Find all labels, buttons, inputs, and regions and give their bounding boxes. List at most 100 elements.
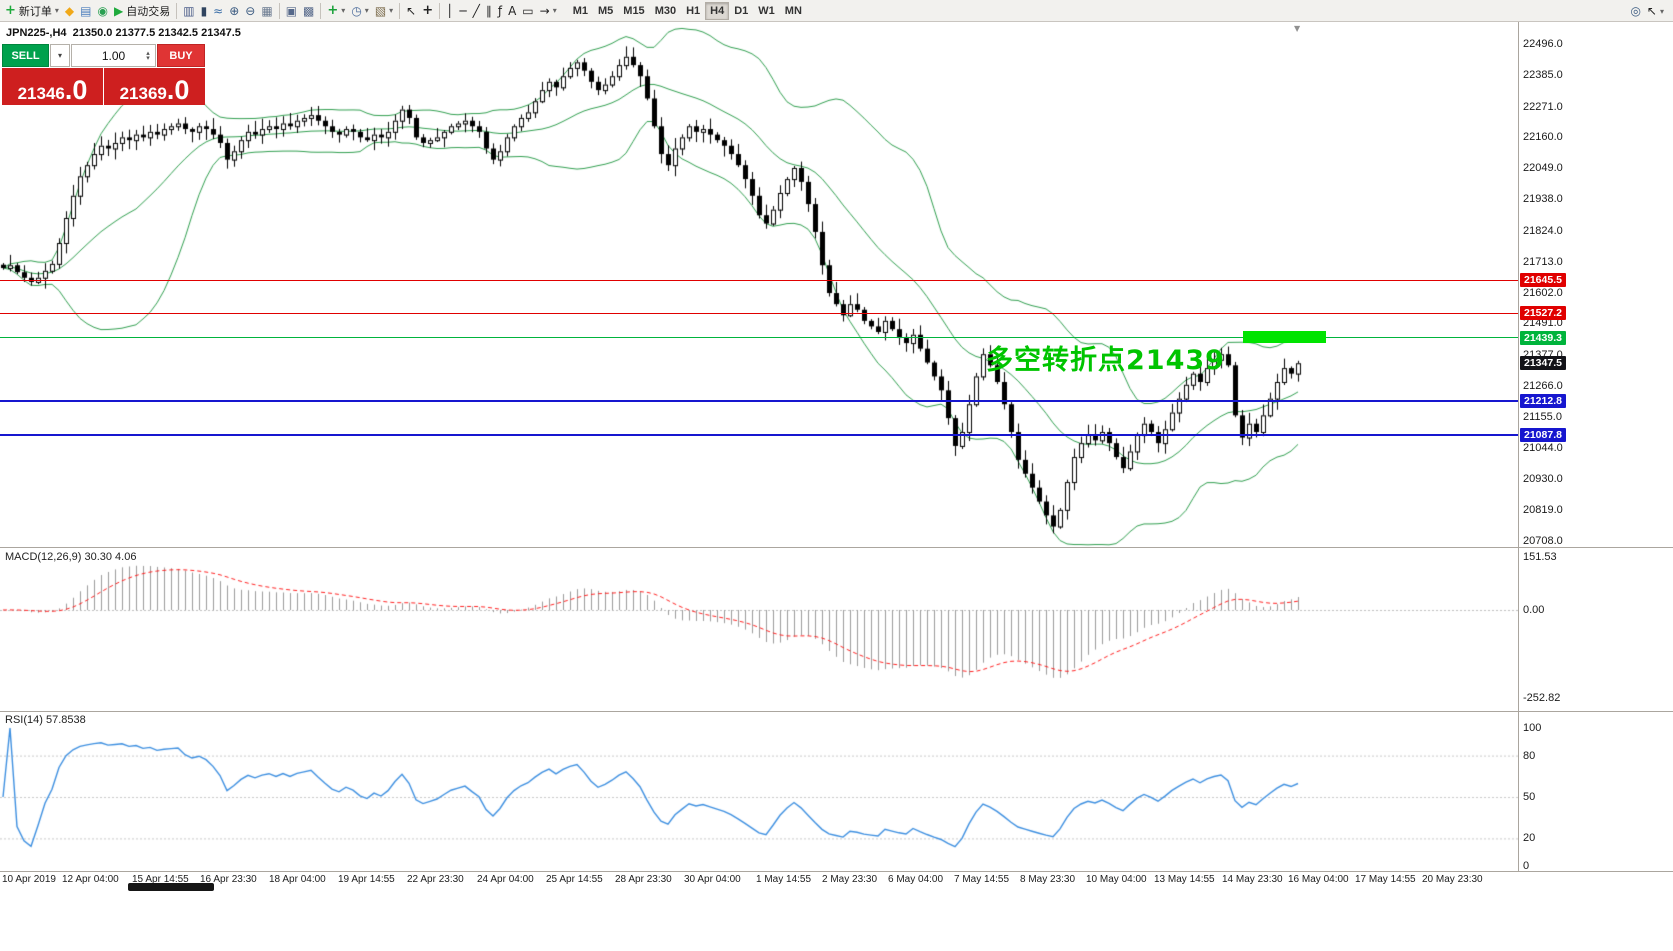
level-price-badge: 21527.2 [1520,306,1566,321]
channel-button[interactable]: ∥ [483,1,495,20]
text-label-button[interactable]: ▭ [519,1,536,20]
horizontal-line-21645.5[interactable] [0,279,1518,281]
cascade-windows-button[interactable]: ▩ [300,1,317,20]
buy-price-button[interactable]: 21369.0 [104,68,205,105]
label-icon: ▭ [522,3,534,18]
timeframe-w1-button[interactable]: W1 [753,2,780,20]
price-axis-label: 22049.0 [1523,162,1563,175]
volume-field[interactable]: 1.00 ▴ ▾ [71,44,156,67]
periods-button[interactable]: ◷ ▾ [348,1,372,20]
price-axis-border [1518,22,1519,871]
mql5-diamond-icon: ◆ [64,3,75,18]
chart-grid-button[interactable]: ▦ [258,1,275,20]
timeframe-m1-button[interactable]: M1 [568,2,593,20]
rsi-axis-label: 20 [1523,832,1536,845]
price-axis-label: 21824.0 [1523,224,1563,237]
line-chart-button[interactable]: ≈ [210,1,226,20]
price-chart-canvas[interactable] [0,22,1518,547]
bar-chart-button[interactable]: ▥ [180,1,197,20]
clock-icon: ◷ [351,3,362,18]
tile-windows-button[interactable]: ▣ [283,1,300,20]
time-axis-label: 6 May 04:00 [888,874,944,885]
horizontal-line-21439.3[interactable] [0,337,1518,339]
time-axis-label: 14 May 23:30 [1222,874,1283,885]
panel-separator[interactable] [0,871,1673,872]
templates-button[interactable]: ▧ ▾ [372,1,396,20]
cursor-button[interactable]: ↖ [403,1,419,20]
highlight-rectangle[interactable] [1243,331,1326,343]
chart-profile-button[interactable]: ▤ [77,1,94,20]
channel-icon: ∥ [485,3,492,18]
symbol-ohlc-readout: JPN225-,H4 21350.0 21377.5 21342.5 21347… [6,27,241,39]
time-axis-label: 8 May 23:30 [1020,874,1076,885]
timeframe-m15-button[interactable]: M15 [618,2,649,20]
crosshair-button[interactable]: + [419,1,436,20]
trade-panel-prices: 21346.0 21369.0 [2,68,205,105]
fibonacci-button[interactable]: ƒ [495,1,505,20]
trade-panel-controls: SELL ▾ 1.00 ▴ ▾ BUY [2,44,205,67]
refresh-button[interactable]: ◉ [95,1,111,20]
panel-separator[interactable] [0,711,1673,712]
buy-price-decimal: .0 [166,75,190,106]
volume-value: 1.00 [101,48,126,63]
volume-spinner[interactable]: ▴ ▾ [142,45,154,66]
arrows-button[interactable]: → ▾ [537,1,560,20]
time-axis-label: 7 May 14:55 [954,874,1010,885]
horizontal-line-21527.2[interactable] [0,312,1518,314]
horizontal-line-21212.8[interactable] [0,399,1518,402]
sell-price-button[interactable]: 21346.0 [2,68,103,105]
pointer-button[interactable]: ↖ ▾ [1644,2,1667,21]
timeframe-m5-button[interactable]: M5 [593,2,618,20]
template-icon: ▧ [374,3,387,18]
pointer-icon: ↖ [1646,4,1657,18]
indicator-plus-icon: + [327,3,339,18]
timeframe-h1-button[interactable]: H1 [681,2,705,20]
indicators-button[interactable]: + ▾ [324,1,348,20]
vertical-line-button[interactable]: │ [443,1,456,20]
zoom-in-button[interactable]: ⊕ [226,1,242,20]
play-icon: ▶ [113,3,124,18]
time-axis-label: 25 Apr 14:55 [546,874,603,885]
macd-axis-label: -252.82 [1523,692,1561,705]
volume-dropdown[interactable]: ▾ [50,44,70,67]
time-axis-label: 30 Apr 04:00 [684,874,741,885]
price-axis-label: 20819.0 [1523,504,1563,517]
mql5-button[interactable]: ◆ [62,1,77,20]
autotrading-button[interactable]: ▶ 自动交易 [111,1,173,20]
trendline-button[interactable]: ╱ [470,1,483,20]
line-chart-icon: ≈ [213,3,224,18]
text-button[interactable]: A [505,1,519,20]
autotrading-button-label: 自动交易 [126,5,171,18]
candlestick-chart-button[interactable]: ▮ [198,1,211,20]
timeframe-m30-button[interactable]: M30 [650,2,681,20]
spin-up-icon[interactable]: ▴ [146,48,150,57]
search-button[interactable]: ◎ [1627,2,1643,21]
tile-windows-icon: ▣ [285,3,298,18]
new-order-icon: + [5,3,16,18]
time-axis-label: 1 May 14:55 [756,874,812,885]
buy-button[interactable]: BUY [157,44,205,67]
caret-down-icon: ▾ [364,6,369,15]
sell-button[interactable]: SELL [2,44,49,67]
panel-separator[interactable] [0,547,1673,548]
time-axis: 10 Apr 2019 12 Apr 04:00 15 Apr 14:55 16 Ap… [0,871,1673,951]
toolbar-right-icons: ◎ ↖ ▾ [1627,0,1667,22]
horizontal-line-21087.8[interactable] [0,434,1518,437]
horizontal-line-button[interactable]: ─ [456,1,469,20]
timeframe-h4-button[interactable]: H4 [705,1,730,20]
price-axis-label: 21938.0 [1523,193,1563,206]
price-axis-label: 21602.0 [1523,286,1563,299]
time-axis-label: 16 Apr 23:30 [200,874,257,885]
rsi-panel-canvas[interactable] [0,712,1518,870]
taskbar-peek [128,883,214,891]
chart-annotation-text[interactable]: 多空转折点21439 [986,345,1225,376]
timeframe-d1-button[interactable]: D1 [729,2,753,20]
macd-panel-canvas[interactable] [0,548,1518,710]
sell-price-decimal: .0 [64,75,88,106]
text-icon: A [508,3,517,18]
timeframe-mn-button[interactable]: MN [780,2,807,20]
toolbar-separator [320,2,322,19]
zoom-out-button[interactable]: ⊖ [242,1,258,20]
new-order-button[interactable]: + 新订单 ▾ [2,1,62,20]
spin-down-icon[interactable]: ▾ [146,53,150,62]
